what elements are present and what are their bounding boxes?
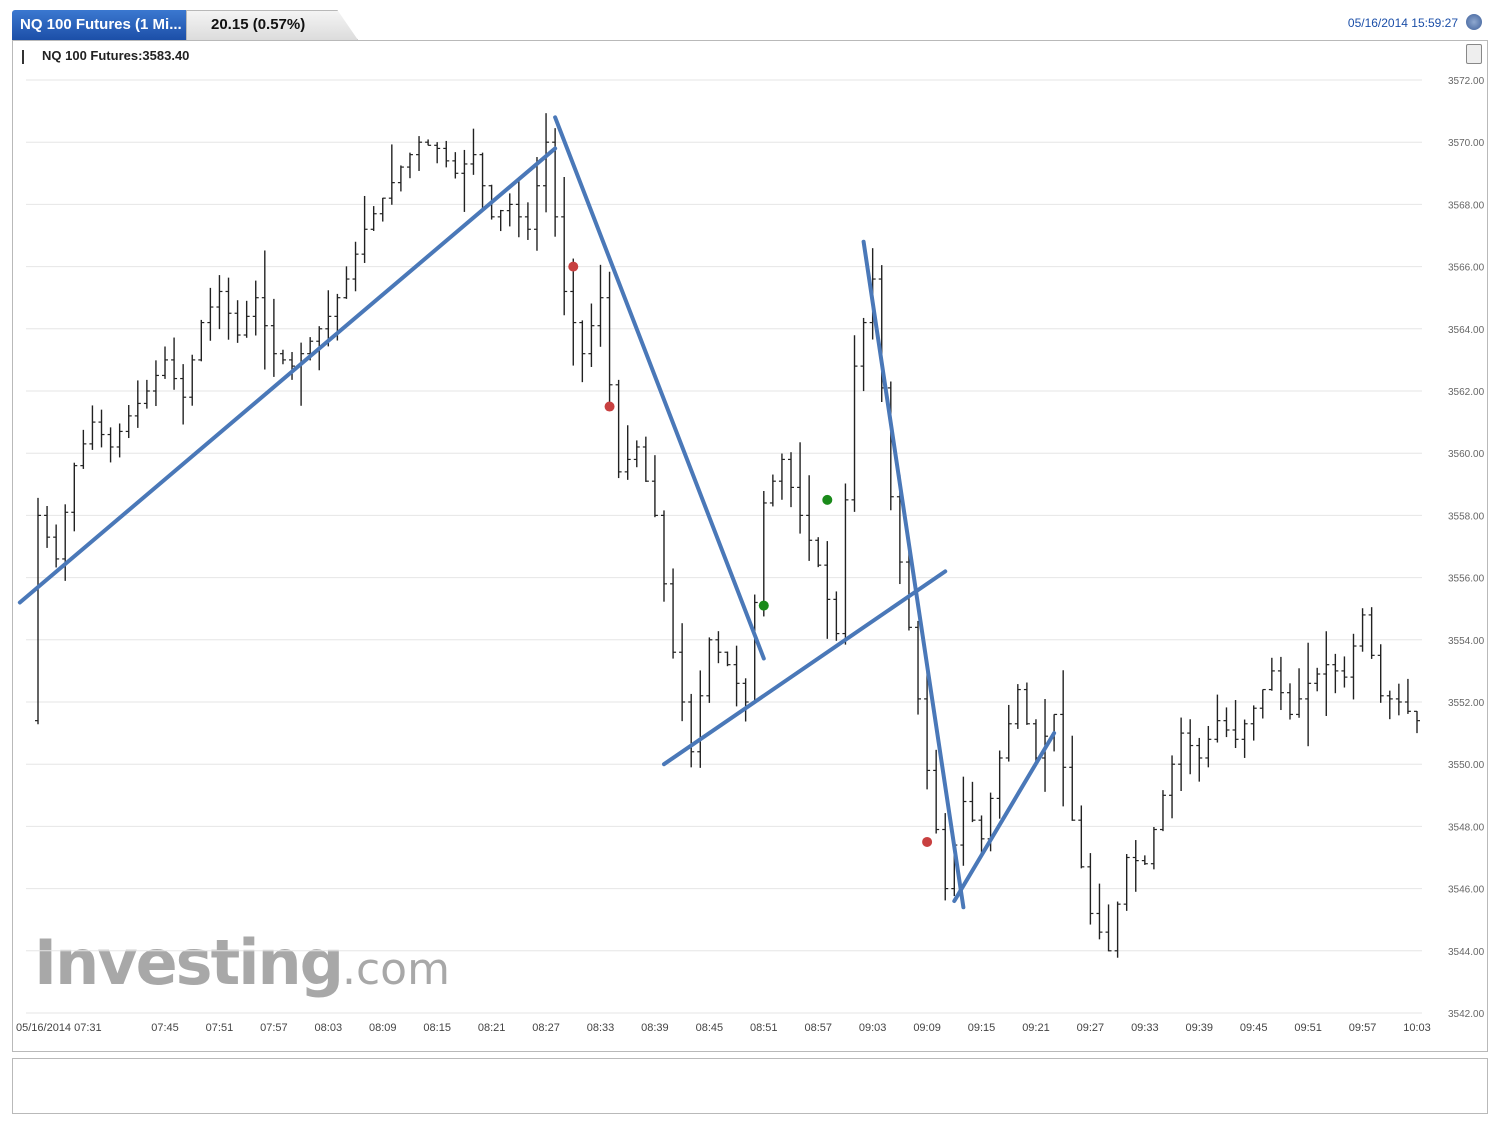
trendline[interactable] (553, 115, 766, 661)
tab-instrument[interactable]: NQ 100 Futures (1 Mi... (12, 10, 194, 40)
trendline[interactable] (661, 569, 948, 767)
x-tick-label: 08:09 (369, 1022, 397, 1034)
y-tick-label: 3550.00 (1448, 760, 1485, 771)
x-tick-label: 09:15 (968, 1022, 996, 1034)
x-tick-label: 09:51 (1294, 1022, 1322, 1034)
trendline[interactable] (861, 239, 966, 910)
x-tick-label: 08:33 (587, 1022, 615, 1034)
x-tick-label: 10:03 (1403, 1022, 1431, 1034)
y-tick-label: 3560.00 (1448, 449, 1485, 460)
x-tick-label: 09:33 (1131, 1022, 1159, 1034)
x-tick-label: 05/16/2014 07:31 (16, 1022, 102, 1034)
y-tick-label: 3562.00 (1448, 387, 1485, 398)
y-tick-label: 3554.00 (1448, 636, 1485, 647)
x-tick-label: 09:21 (1022, 1022, 1050, 1034)
y-tick-label: 3542.00 (1448, 1009, 1485, 1020)
x-tick-label: 09:03 (859, 1022, 887, 1034)
navigator-panel[interactable] (12, 1058, 1488, 1114)
y-tick-label: 3564.00 (1448, 325, 1485, 336)
logo-suffix: .com (341, 944, 450, 995)
sell-signal-marker (922, 836, 933, 847)
x-tick-label: 09:09 (913, 1022, 941, 1034)
x-tick-label: 08:03 (315, 1022, 343, 1034)
timestamp: 05/16/2014 15:59:27 (1347, 16, 1458, 30)
x-tick-label: 08:57 (804, 1022, 832, 1034)
x-tick-label: 08:45 (696, 1022, 724, 1034)
y-tick-label: 3558.00 (1448, 511, 1485, 522)
x-tick-label: 08:27 (532, 1022, 560, 1034)
y-tick-label: 3544.00 (1448, 947, 1485, 958)
x-tick-label: 09:57 (1349, 1022, 1377, 1034)
buy-signal-marker (822, 494, 833, 505)
logo-brand: Investing (34, 926, 344, 999)
x-tick-label: 07:51 (206, 1022, 234, 1034)
buy-signal-marker (758, 600, 769, 611)
y-tick-label: 3568.00 (1448, 200, 1485, 211)
x-tick-label: 08:39 (641, 1022, 669, 1034)
trendline[interactable] (17, 146, 558, 605)
x-tick-label: 07:45 (151, 1022, 179, 1034)
tab-price-change[interactable]: 20.15 (0.57%) (186, 10, 358, 40)
x-tick-label: 08:21 (478, 1022, 506, 1034)
sell-signal-marker (568, 261, 579, 272)
y-tick-label: 3572.00 (1448, 76, 1485, 87)
y-tick-label: 3548.00 (1448, 822, 1485, 833)
save-icon[interactable] (1466, 44, 1482, 64)
settings-icon[interactable] (1466, 14, 1482, 30)
ohlc-icon (22, 49, 34, 64)
y-tick-label: 3570.00 (1448, 138, 1485, 149)
trendline[interactable] (952, 731, 1057, 904)
chart-panel (12, 40, 1488, 1052)
x-tick-label: 09:27 (1077, 1022, 1105, 1034)
y-tick-label: 3566.00 (1448, 263, 1485, 274)
x-tick-label: 07:57 (260, 1022, 288, 1034)
x-tick-label: 08:15 (423, 1022, 451, 1034)
legend-label: NQ 100 Futures:3583.40 (42, 48, 190, 63)
sell-signal-marker (604, 401, 615, 412)
y-tick-label: 3552.00 (1448, 698, 1485, 709)
y-tick-label: 3546.00 (1448, 885, 1485, 896)
x-tick-label: 08:51 (750, 1022, 778, 1034)
tab-bar: NQ 100 Futures (1 Mi... 20.15 (0.57%) 05… (0, 0, 1500, 42)
investing-logo: Investing.com (34, 926, 450, 999)
x-tick-label: 09:45 (1240, 1022, 1268, 1034)
y-tick-label: 3556.00 (1448, 574, 1485, 585)
legend: NQ 100 Futures:3583.40 (22, 48, 189, 64)
x-tick-label: 09:39 (1185, 1022, 1213, 1034)
